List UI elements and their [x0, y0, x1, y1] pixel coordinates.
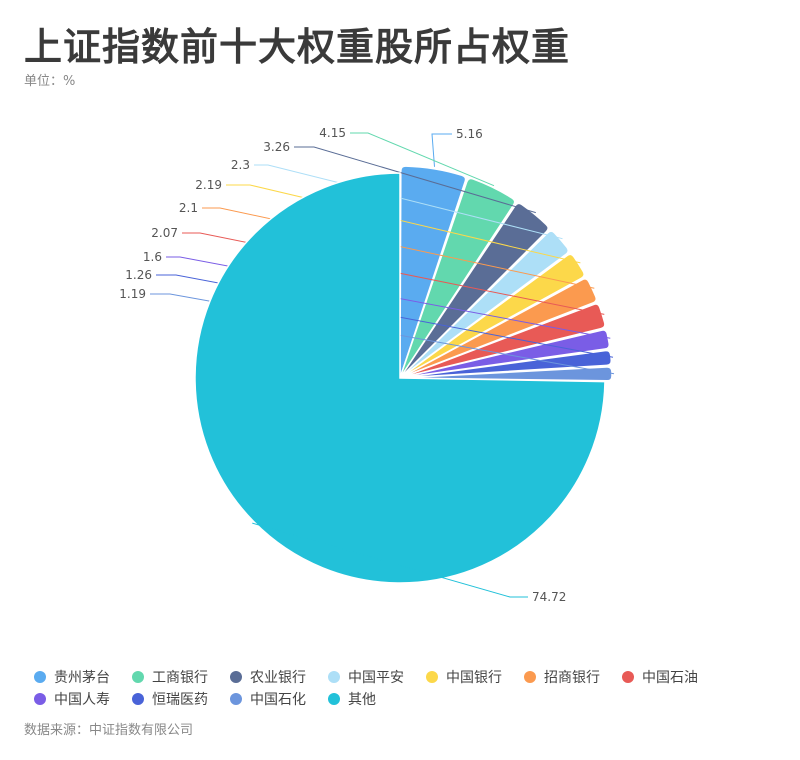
pie-chart: 5.16 4.15 3.26 2.3 2.19 2.12.07 1.6 1.26 1.19 74.…: [119, 126, 615, 604]
legend-item-2[interactable]: 工商银行: [132, 666, 208, 688]
data-label-9: 1.26: [125, 268, 152, 282]
pie-slice-2[interactable]: [399, 177, 516, 379]
leader-line-8: [166, 256, 611, 339]
data-label-5: 2.19: [195, 178, 222, 192]
pie-slice-4[interactable]: [399, 230, 569, 379]
legend: 贵州茅台 工商银行 农业银行 中国平安 中国银行 招商银行 中国石油中国人寿 恒瑞医药 中国石化…: [34, 666, 784, 710]
legend-label: 其他: [348, 692, 376, 708]
legend-item-8[interactable]: 中国人寿: [34, 688, 110, 710]
data-label-6: 2.1: [179, 201, 198, 215]
legend-label: 中国平安: [348, 670, 404, 686]
leader-line-2: [350, 132, 495, 187]
leader-line-11: [252, 522, 528, 598]
legend-item-1[interactable]: 贵州茅台: [34, 666, 110, 688]
pie-slice-7[interactable]: [399, 303, 606, 379]
pie-slice-6[interactable]: [399, 278, 597, 379]
legend-dot-icon: [132, 693, 144, 705]
legend-dot-icon: [34, 693, 46, 705]
leader-line-10: [150, 293, 615, 375]
chart-title: 上证指数前十大权重股所占权重: [24, 25, 571, 69]
data-label-4: 2.3: [231, 158, 250, 172]
legend-dot-icon: [132, 671, 144, 683]
legend-item-10[interactable]: 中国石化: [230, 688, 306, 710]
legend-label: 中国人寿: [54, 692, 110, 708]
legend-item-6[interactable]: 招商银行: [524, 666, 600, 688]
pie-slice-9[interactable]: [399, 349, 612, 379]
legend-label: 农业银行: [250, 670, 306, 686]
legend-dot-icon: [426, 671, 438, 683]
legend-item-9[interactable]: 恒瑞医药: [132, 688, 208, 710]
legend-label: 贵州茅台: [54, 670, 110, 686]
data-label-11: 74.72: [532, 590, 566, 604]
leader-line-4: [254, 164, 563, 240]
leader-line-3: [294, 146, 536, 214]
pie-slice-11[interactable]: [194, 172, 606, 584]
data-label-10: 1.19: [119, 287, 146, 301]
leader-line-7: [182, 232, 605, 315]
legend-label: 中国银行: [446, 670, 502, 686]
legend-dot-icon: [328, 693, 340, 705]
leader-line-5: [226, 184, 581, 264]
data-label-8: 1.6: [143, 250, 162, 264]
legend-dot-icon: [34, 671, 46, 683]
legend-label: 中国石化: [250, 692, 306, 708]
leader-line-9: [156, 274, 614, 358]
legend-item-5[interactable]: 中国银行: [426, 666, 502, 688]
legend-item-3[interactable]: 农业银行: [230, 666, 306, 688]
legend-item-11[interactable]: 其他: [328, 688, 376, 710]
legend-dot-icon: [328, 671, 340, 683]
data-label-7: 2.07: [151, 226, 178, 240]
leader-line-6: [202, 207, 595, 289]
legend-dot-icon: [230, 693, 242, 705]
legend-label: 招商银行: [544, 670, 600, 686]
legend-dot-icon: [524, 671, 536, 683]
data-label-2: 4.15: [319, 126, 346, 140]
legend-item-4[interactable]: 中国平安: [328, 666, 404, 688]
leader-line-1: [431, 133, 452, 167]
data-label-3: 3.26: [263, 140, 290, 154]
legend-item-7[interactable]: 中国石油: [622, 666, 698, 688]
legend-label: 恒瑞医药: [152, 692, 208, 708]
unit-label: 单位：%: [24, 74, 76, 89]
data-source: 数据来源：中证指数有限公司: [24, 723, 194, 738]
pie-slice-1[interactable]: [399, 165, 467, 379]
data-label-1: 5.16: [456, 127, 483, 141]
legend-label: 中国石油: [642, 670, 698, 686]
legend-dot-icon: [622, 671, 634, 683]
legend-label: 工商银行: [152, 670, 208, 686]
legend-dot-icon: [230, 671, 242, 683]
